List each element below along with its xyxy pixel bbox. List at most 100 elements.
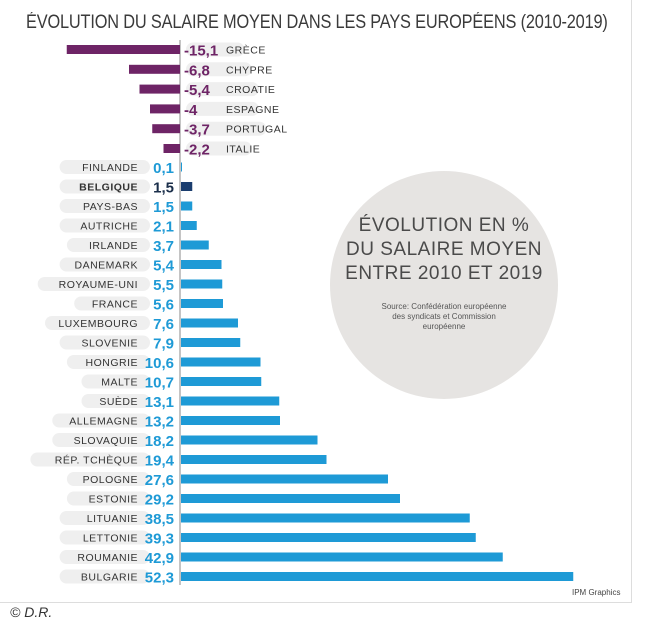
label-pill — [30, 452, 150, 467]
bar-pos-finlande — [181, 162, 182, 172]
country-label: GRÈCE — [226, 44, 266, 57]
bar-pos-lituanie — [181, 513, 470, 523]
value-label: 29,2 — [145, 492, 174, 509]
country-label: ITALIE — [226, 144, 260, 156]
value-label: 13,2 — [145, 414, 174, 431]
country-label: ROUMANIE — [77, 552, 138, 564]
country-label: CROATIE — [226, 84, 275, 96]
country-label: ALLEMAGNE — [69, 416, 138, 428]
copyright: © D.R. — [10, 604, 53, 620]
country-label: IRLANDE — [89, 240, 138, 252]
bar-neg-grèce — [66, 45, 180, 54]
bar-pos-slovaquie — [181, 435, 318, 445]
bar-pos-roumanie — [181, 552, 503, 562]
value-label: -15,1 — [184, 43, 218, 60]
country-label: HONGRIE — [85, 357, 138, 369]
country-label: LETTONIE — [83, 533, 138, 545]
country-label: CHYPRE — [226, 64, 273, 76]
bar-pos-malte — [181, 377, 262, 386]
value-label: 7,6 — [153, 316, 174, 333]
label-pill — [59, 199, 150, 213]
value-label: 19,4 — [145, 453, 175, 470]
country-label: RÉP. TCHÈQUE — [55, 454, 138, 467]
label-pill — [66, 472, 150, 486]
value-label: 10,6 — [145, 355, 174, 372]
label-pill — [45, 316, 150, 330]
circle-line-3: ENTRE 2010 ET 2019 — [345, 263, 543, 284]
country-label: PORTUGAL — [226, 124, 288, 136]
bar-pos-danemark — [181, 260, 222, 269]
value-label: 7,9 — [153, 336, 174, 353]
value-label: 42,9 — [145, 550, 174, 567]
bar-pos-france — [181, 299, 223, 308]
label-pill — [59, 335, 150, 350]
label-pill — [52, 413, 150, 428]
value-label: 39,3 — [145, 531, 174, 548]
bar-neg-italie — [163, 144, 180, 153]
label-pill — [52, 433, 150, 447]
country-label: LITUANIE — [87, 513, 138, 525]
value-label: -6,8 — [184, 62, 210, 79]
label-pill — [81, 374, 150, 389]
value-label: 5,5 — [153, 277, 174, 294]
value-label: 5,6 — [153, 297, 174, 314]
country-label: LUXEMBOURG — [58, 318, 138, 330]
label-pill — [59, 179, 150, 194]
country-label: ROYAUME-UNI — [59, 279, 138, 291]
label-pill — [59, 569, 150, 584]
value-label: -2,2 — [184, 142, 210, 159]
country-label: ESTONIE — [89, 494, 138, 506]
country-label: SLOVENIE — [81, 338, 138, 350]
bar-pos-allemagne — [181, 416, 280, 425]
label-pill — [186, 82, 260, 97]
country-label: BULGARIE — [81, 572, 138, 584]
country-label: FRANCE — [92, 299, 138, 311]
bar-pos-bulgarie — [181, 572, 574, 581]
value-label: 1,5 — [153, 199, 174, 216]
value-label: 5,4 — [153, 258, 175, 275]
country-label: AUTRICHE — [80, 221, 138, 233]
bar-pos-royaume-uni — [181, 279, 223, 289]
circle-line-2: DU SALAIRE MOYEN — [346, 239, 542, 260]
source-note: Source: Confédération européenne des syn… — [381, 302, 507, 331]
country-label: PAYS-BAS — [83, 201, 138, 213]
bar-pos-belgique — [181, 182, 193, 191]
value-label: 0,1 — [153, 160, 174, 177]
country-label: FINLANDE — [82, 162, 138, 174]
label-pill — [66, 491, 150, 506]
label-pill — [66, 355, 150, 369]
graphics-credit: IPM Graphics — [572, 588, 621, 597]
value-label: 38,5 — [145, 511, 174, 528]
country-label: ESPAGNE — [226, 104, 280, 116]
country-label: BELGIQUE — [79, 182, 138, 194]
bar-pos-irlande — [181, 240, 209, 250]
label-pill — [59, 530, 150, 545]
value-label: 3,7 — [153, 238, 174, 255]
bar-pos-pays-bas — [181, 201, 193, 211]
value-label: 18,2 — [145, 433, 174, 450]
value-label: 1,5 — [153, 180, 174, 197]
value-label: -4 — [184, 102, 198, 119]
bar-pos-pologne — [181, 474, 388, 484]
value-label: 10,7 — [145, 375, 174, 392]
bar-pos-rép. tchèque — [181, 455, 327, 464]
chart-title: ÉVOLUTION DU SALAIRE MOYEN DANS LES PAYS… — [26, 12, 608, 33]
label-pill — [59, 511, 150, 525]
value-label: 27,6 — [145, 472, 174, 489]
label-pill — [186, 42, 245, 57]
value-label: 52,3 — [145, 570, 174, 587]
bar-pos-slovenie — [181, 338, 241, 347]
label-pill — [186, 141, 252, 156]
bar-pos-autriche — [181, 221, 197, 230]
country-label: DANEMARK — [74, 260, 138, 272]
country-label: MALTE — [101, 377, 138, 389]
label-pill — [74, 296, 150, 311]
bar-pos-lettonie — [181, 533, 476, 542]
bar-neg-portugal — [152, 124, 180, 134]
bar-neg-chypre — [129, 64, 180, 74]
value-label: 13,1 — [145, 394, 174, 411]
bar-pos-luxembourg — [181, 318, 238, 328]
label-pill — [59, 160, 150, 174]
country-label: POLOGNE — [83, 474, 138, 486]
